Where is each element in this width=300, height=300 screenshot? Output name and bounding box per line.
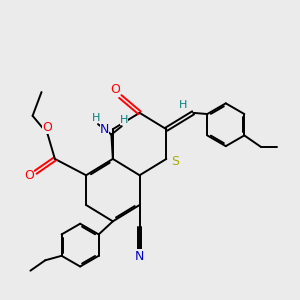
Text: O: O — [24, 169, 34, 182]
Text: H: H — [120, 115, 128, 125]
Text: N: N — [135, 250, 144, 262]
Text: H: H — [92, 112, 100, 123]
Text: O: O — [110, 83, 120, 97]
Text: H: H — [179, 100, 188, 110]
Text: S: S — [171, 155, 179, 168]
Text: N: N — [100, 123, 109, 136]
Text: O: O — [42, 121, 52, 134]
